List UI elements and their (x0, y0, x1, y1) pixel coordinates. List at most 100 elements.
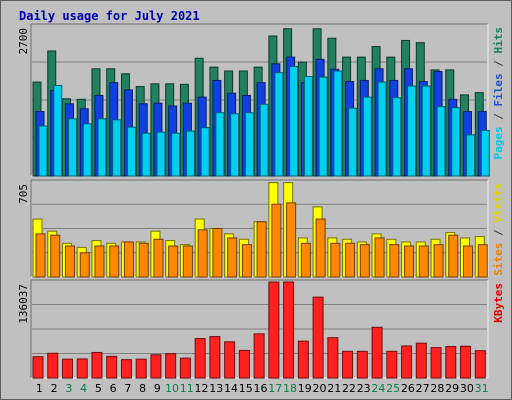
kbytes_panel-legend: KBytes (492, 283, 505, 323)
day-label-18: 18 (283, 382, 297, 395)
kbytes_panel-bar-kbytes-day-3 (61, 358, 73, 379)
hits_panel-legend-part: Pages (492, 126, 505, 159)
visits_panel-bar-sites-day-31 (477, 244, 488, 278)
hits_panel-bar-pages-day-31 (480, 129, 490, 177)
hits_panel-legend: Pages / Files / Hits (492, 27, 505, 160)
kbytes_panel-bar-kbytes-day-20 (312, 296, 324, 379)
day-label-10: 10 (165, 382, 179, 395)
hits_panel-bar-pages-day-29 (451, 107, 461, 177)
kbytes_panel-bar-kbytes-day-21 (327, 337, 339, 379)
kbytes_panel-bar-kbytes-day-10 (165, 353, 177, 379)
hits_panel-bar-pages-day-1 (38, 125, 48, 177)
visits_panel-legend-part: Sites (492, 243, 505, 276)
hits_panel-bar-pages-day-15 (244, 112, 254, 177)
visits_panel-bar-sites-day-11 (182, 245, 193, 278)
hits_panel-bar-pages-day-14 (230, 113, 240, 177)
day-label-20: 20 (312, 382, 326, 395)
kbytes_panel-bar-kbytes-day-6 (106, 355, 118, 379)
hits_panel-bar-pages-day-4 (82, 123, 92, 177)
visits_panel-bar-sites-day-3 (64, 245, 75, 278)
hits_panel-bar-pages-day-23 (362, 96, 372, 177)
hits_panel-bar-pages-day-21 (333, 70, 343, 177)
visits_panel-bar-sites-day-15 (241, 244, 252, 278)
visits_panel-bar-sites-day-28 (433, 244, 444, 278)
day-label-2: 2 (51, 382, 58, 395)
visits_panel-bar-sites-day-25 (389, 244, 400, 278)
visits_panel-bar-sites-day-22 (345, 242, 356, 278)
day-label-7: 7 (124, 382, 131, 395)
visits_panel-bar-sites-day-24 (374, 237, 385, 278)
visits_panel-bar-sites-day-29 (448, 234, 459, 278)
visits_panel-legend: Sites / Visits (492, 183, 505, 276)
hits_panel-bar-pages-day-12 (200, 127, 210, 177)
hits_panel-bar-pages-day-7 (126, 126, 136, 177)
visits_panel-bar-sites-day-2 (50, 234, 61, 278)
kbytes_panel-bar-kbytes-day-22 (342, 350, 354, 379)
day-label-22: 22 (342, 382, 356, 395)
kbytes_panel-bar-kbytes-day-4 (76, 358, 88, 379)
visits_panel-bar-sites-day-5 (94, 245, 105, 278)
visits_panel-bar-sites-day-10 (168, 245, 179, 278)
day-label-6: 6 (110, 382, 117, 395)
day-label-30: 30 (460, 382, 474, 395)
visits_panel-legend-part: / (492, 223, 505, 243)
hits_panel-bar-pages-day-18 (289, 66, 299, 177)
hits_panel-bar-pages-day-16 (259, 103, 269, 177)
hits_panel-bar-pages-day-11 (185, 130, 195, 177)
visits_panel-ymax-label: 705 (17, 184, 30, 204)
hits_panel-bar-pages-day-19 (303, 76, 313, 177)
hits_panel-bar-pages-day-13 (215, 112, 225, 177)
hits_panel-bar-pages-day-5 (97, 118, 107, 177)
hits_panel-bar-pages-day-30 (466, 134, 476, 177)
day-label-27: 27 (416, 382, 430, 395)
visits_panel-bar-sites-day-14 (227, 237, 238, 278)
day-label-3: 3 (65, 382, 72, 395)
chart-title: Daily usage for July 2021 (19, 9, 200, 23)
hits_panel-legend-part: / (492, 107, 505, 127)
day-label-8: 8 (139, 382, 146, 395)
visits_panel-bar-sites-day-20 (315, 218, 326, 278)
day-label-13: 13 (209, 382, 223, 395)
day-label-5: 5 (95, 382, 102, 395)
kbytes_panel-bar-kbytes-day-17 (268, 281, 280, 379)
visits_panel-bar-sites-day-1 (35, 233, 46, 278)
day-label-31: 31 (475, 382, 489, 395)
visits_panel-bar-sites-day-19 (300, 242, 311, 278)
visits_panel-bar-sites-day-9 (153, 238, 164, 278)
hits_panel-bar-pages-day-6 (112, 119, 122, 177)
kbytes_panel-bar-kbytes-day-26 (401, 345, 413, 379)
hits_panel-bar-pages-day-2 (53, 84, 63, 177)
kbytes_panel-bar-kbytes-day-29 (445, 345, 457, 379)
day-label-16: 16 (254, 382, 268, 395)
day-label-9: 9 (154, 382, 161, 395)
day-label-12: 12 (195, 382, 209, 395)
visits_panel-bar-sites-day-16 (256, 221, 267, 278)
hits_panel-bar-pages-day-10 (171, 132, 181, 177)
visits_panel-bar-sites-day-26 (404, 245, 415, 278)
hits_panel-legend-part: Files (492, 73, 505, 106)
kbytes_panel-bar-kbytes-day-9 (150, 354, 162, 379)
hits_panel-bar-pages-day-20 (318, 76, 328, 177)
visits_panel-bar-sites-day-23 (359, 244, 370, 278)
day-label-21: 21 (327, 382, 341, 395)
hits_panel-ymax-label: 2700 (17, 28, 30, 55)
kbytes_panel-bar-kbytes-day-18 (283, 281, 295, 379)
kbytes_panel-bar-kbytes-day-24 (371, 326, 383, 379)
hits_panel-bar-pages-day-27 (421, 85, 431, 177)
kbytes_panel-ymax-label: 136037 (17, 284, 30, 324)
day-label-11: 11 (180, 382, 194, 395)
kbytes_panel-bar-kbytes-day-11 (179, 357, 191, 379)
day-label-29: 29 (445, 382, 459, 395)
kbytes_panel-bar-kbytes-day-5 (91, 351, 103, 379)
hits_panel-legend-part: / (492, 54, 505, 74)
day-label-23: 23 (357, 382, 371, 395)
kbytes_panel-bar-kbytes-day-14 (224, 341, 236, 379)
visits_panel-bar-sites-day-13 (212, 227, 223, 278)
hits_panel-bar-pages-day-26 (407, 85, 417, 177)
day-label-25: 25 (386, 382, 400, 395)
day-label-4: 4 (80, 382, 87, 395)
visits_panel-bar-sites-day-6 (109, 245, 120, 278)
kbytes_panel-bar-kbytes-day-25 (386, 350, 398, 379)
day-label-24: 24 (371, 382, 385, 395)
